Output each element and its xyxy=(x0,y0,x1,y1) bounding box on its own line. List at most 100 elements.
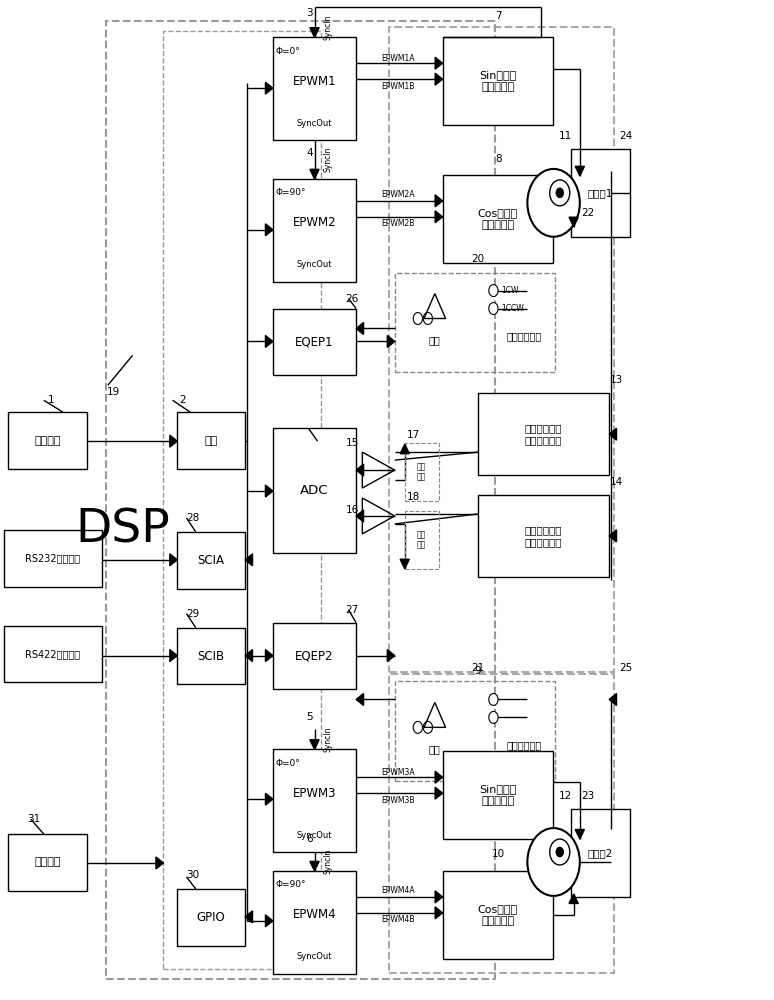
Circle shape xyxy=(413,721,423,733)
Text: 3: 3 xyxy=(307,8,313,18)
FancyBboxPatch shape xyxy=(443,871,553,959)
FancyBboxPatch shape xyxy=(177,532,245,589)
Polygon shape xyxy=(435,73,443,85)
Text: 13: 13 xyxy=(609,375,622,385)
Polygon shape xyxy=(245,554,252,566)
Polygon shape xyxy=(265,335,273,347)
Text: 31: 31 xyxy=(27,814,40,824)
Text: 时钟: 时钟 xyxy=(204,436,217,446)
Text: EPWM1A: EPWM1A xyxy=(381,54,415,63)
Text: EPWM4: EPWM4 xyxy=(293,908,337,921)
FancyBboxPatch shape xyxy=(273,428,356,553)
Text: 7: 7 xyxy=(495,11,502,21)
Text: 28: 28 xyxy=(186,513,199,523)
Text: EPWM3: EPWM3 xyxy=(293,787,336,800)
Text: 开关: 开关 xyxy=(429,335,440,345)
Polygon shape xyxy=(435,907,443,919)
FancyBboxPatch shape xyxy=(443,37,553,125)
Polygon shape xyxy=(400,444,409,454)
Text: 1CCW: 1CCW xyxy=(501,304,524,313)
Text: 29: 29 xyxy=(186,609,199,619)
Text: 15: 15 xyxy=(346,438,359,448)
Polygon shape xyxy=(356,322,364,334)
FancyBboxPatch shape xyxy=(478,495,609,577)
Text: EPWM4A: EPWM4A xyxy=(381,886,415,895)
Text: 反馈信号整形
及正反转补偿: 反馈信号整形 及正反转补偿 xyxy=(525,423,562,445)
Polygon shape xyxy=(310,28,319,37)
Text: GPIO: GPIO xyxy=(197,911,225,924)
Text: SyncIn: SyncIn xyxy=(324,146,333,172)
FancyBboxPatch shape xyxy=(273,749,356,852)
Text: 14: 14 xyxy=(609,477,622,487)
Circle shape xyxy=(556,188,563,198)
Text: Cos相功率
放大及匹配: Cos相功率 放大及匹配 xyxy=(478,904,518,926)
Circle shape xyxy=(423,721,433,733)
Text: EQEP2: EQEP2 xyxy=(295,650,334,663)
Text: EPWM3B: EPWM3B xyxy=(381,796,415,805)
FancyBboxPatch shape xyxy=(273,871,356,974)
Text: 外部晶振: 外部晶振 xyxy=(34,436,60,446)
FancyBboxPatch shape xyxy=(570,809,630,897)
Text: 编码器1: 编码器1 xyxy=(587,188,613,198)
Text: 20: 20 xyxy=(471,254,485,264)
Text: Φ=0°: Φ=0° xyxy=(276,759,300,768)
Text: 速度
调节: 速度 调节 xyxy=(417,462,426,482)
Circle shape xyxy=(489,693,498,705)
Polygon shape xyxy=(265,82,273,94)
Text: 1CW: 1CW xyxy=(501,286,519,295)
Text: 5: 5 xyxy=(307,712,313,722)
Text: 21: 21 xyxy=(471,663,485,673)
Text: 编码器2: 编码器2 xyxy=(587,848,613,858)
FancyBboxPatch shape xyxy=(177,412,245,469)
Polygon shape xyxy=(265,650,273,662)
Text: 22: 22 xyxy=(581,208,594,218)
Polygon shape xyxy=(310,861,319,871)
FancyBboxPatch shape xyxy=(443,751,553,839)
FancyBboxPatch shape xyxy=(570,149,630,237)
Polygon shape xyxy=(569,217,578,227)
Polygon shape xyxy=(356,510,364,522)
Text: 27: 27 xyxy=(346,605,359,615)
Polygon shape xyxy=(435,787,443,799)
Text: 2: 2 xyxy=(180,395,186,405)
Text: Φ=90°: Φ=90° xyxy=(276,188,307,197)
Polygon shape xyxy=(356,464,364,476)
Polygon shape xyxy=(387,335,395,347)
Text: EPWM2: EPWM2 xyxy=(293,216,337,229)
Text: 开关: 开关 xyxy=(429,744,440,754)
Polygon shape xyxy=(435,771,443,783)
Polygon shape xyxy=(265,485,273,497)
Circle shape xyxy=(489,711,498,723)
Text: SyncIn: SyncIn xyxy=(324,727,333,752)
FancyBboxPatch shape xyxy=(273,179,356,282)
Polygon shape xyxy=(245,650,252,662)
Text: 23: 23 xyxy=(581,791,594,801)
Text: Sin相功率
放大及匹配: Sin相功率 放大及匹配 xyxy=(479,784,516,806)
FancyBboxPatch shape xyxy=(8,412,87,469)
Polygon shape xyxy=(265,224,273,236)
Text: EPWM2A: EPWM2A xyxy=(381,190,415,199)
Text: 11: 11 xyxy=(560,131,573,141)
Polygon shape xyxy=(170,435,177,447)
Text: 10: 10 xyxy=(492,849,505,859)
Text: EQEP1: EQEP1 xyxy=(295,335,334,348)
Polygon shape xyxy=(156,857,163,869)
FancyBboxPatch shape xyxy=(177,889,245,946)
FancyBboxPatch shape xyxy=(273,309,356,375)
Polygon shape xyxy=(387,650,395,662)
Circle shape xyxy=(413,313,423,324)
Text: SCIA: SCIA xyxy=(197,554,224,567)
Circle shape xyxy=(556,847,563,857)
Text: RS422通讯电路: RS422通讯电路 xyxy=(26,649,80,659)
Text: 6: 6 xyxy=(307,834,313,844)
Polygon shape xyxy=(356,693,364,705)
Text: SyncOut: SyncOut xyxy=(296,952,332,961)
Text: Sin相功率
放大及匹配: Sin相功率 放大及匹配 xyxy=(479,70,516,92)
Polygon shape xyxy=(310,169,319,179)
Text: 外围接口电路: 外围接口电路 xyxy=(507,740,542,750)
Polygon shape xyxy=(569,894,578,903)
FancyBboxPatch shape xyxy=(273,37,356,140)
Text: 8: 8 xyxy=(495,154,502,164)
FancyBboxPatch shape xyxy=(273,623,356,689)
Polygon shape xyxy=(265,793,273,805)
